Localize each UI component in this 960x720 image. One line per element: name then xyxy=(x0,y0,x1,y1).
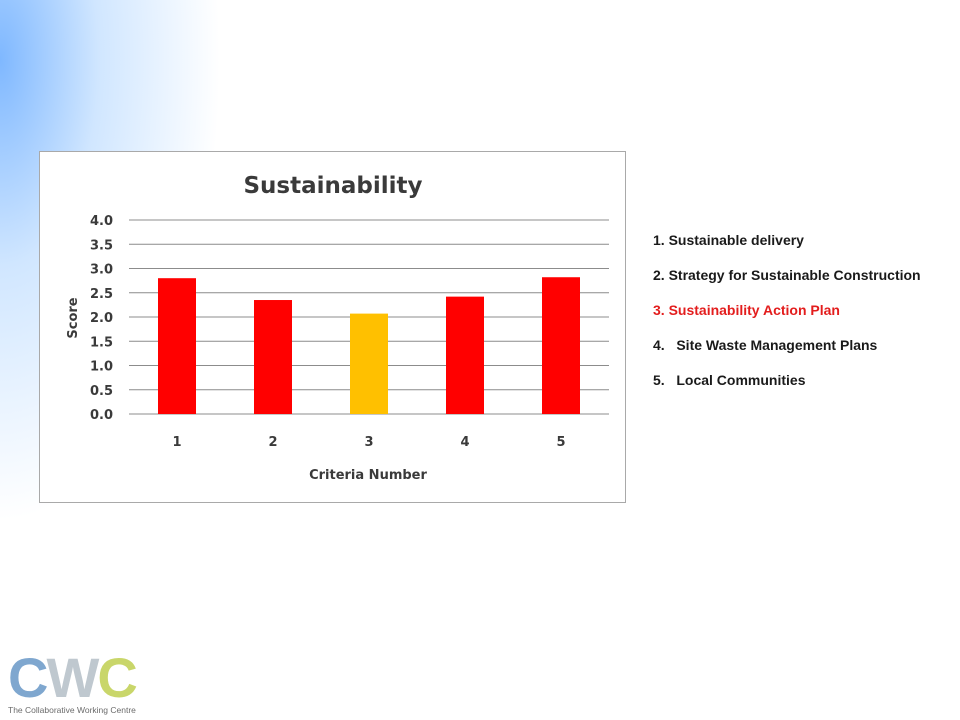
x-tick-label: 5 xyxy=(556,435,565,450)
x-axis-label: Criteria Number xyxy=(309,468,427,483)
y-tick-label: 1.0 xyxy=(90,360,113,375)
x-tick-label: 1 xyxy=(172,435,181,450)
bar-5 xyxy=(542,277,580,414)
criteria-list: 1. Sustainable delivery 2. Strategy for S… xyxy=(653,231,921,406)
x-tick-label: 3 xyxy=(364,435,373,450)
y-tick-label: 2.5 xyxy=(90,287,113,302)
y-tick-label: 3.5 xyxy=(90,238,113,253)
y-tick-label: 2.0 xyxy=(90,311,113,326)
bar-1 xyxy=(158,278,196,414)
bar-chart: Sustainability 0.0 0.5 1.0 1.5 2.0 2.5 3.0 3.5 4… xyxy=(66,173,609,483)
criteria-item-2: 2. Strategy for Sustainable Construction xyxy=(653,267,921,283)
chart-title: Sustainability xyxy=(243,173,422,199)
criteria-item-5: 5. Local Communities xyxy=(653,372,806,388)
x-tick-label: 2 xyxy=(268,435,277,450)
y-tick-label: 0.5 xyxy=(90,384,113,399)
y-tick-label: 1.5 xyxy=(90,335,113,350)
cwc-logo: CWC The Collaborative Working Centre xyxy=(8,646,148,716)
bar-3 xyxy=(350,313,388,414)
bar-2 xyxy=(254,300,292,414)
criteria-item-4: 4. Site Waste Management Plans xyxy=(653,337,878,353)
chart-frame: Sustainability 0.0 0.5 1.0 1.5 2.0 2.5 3.0 3.5 4… xyxy=(39,151,626,503)
y-axis-label: Score xyxy=(66,297,81,338)
bar-4 xyxy=(446,296,484,414)
y-tick-label: 4.0 xyxy=(90,214,113,229)
logo-letters: CWC xyxy=(8,646,138,709)
y-tick-label: 0.0 xyxy=(90,408,113,423)
y-tick-label: 3.0 xyxy=(90,263,113,278)
x-tick-label: 4 xyxy=(460,435,469,450)
criteria-item-3: 3. Sustainability Action Plan xyxy=(653,302,840,318)
logo-tagline: The Collaborative Working Centre xyxy=(8,705,136,715)
criteria-item-1: 1. Sustainable delivery xyxy=(653,232,804,248)
